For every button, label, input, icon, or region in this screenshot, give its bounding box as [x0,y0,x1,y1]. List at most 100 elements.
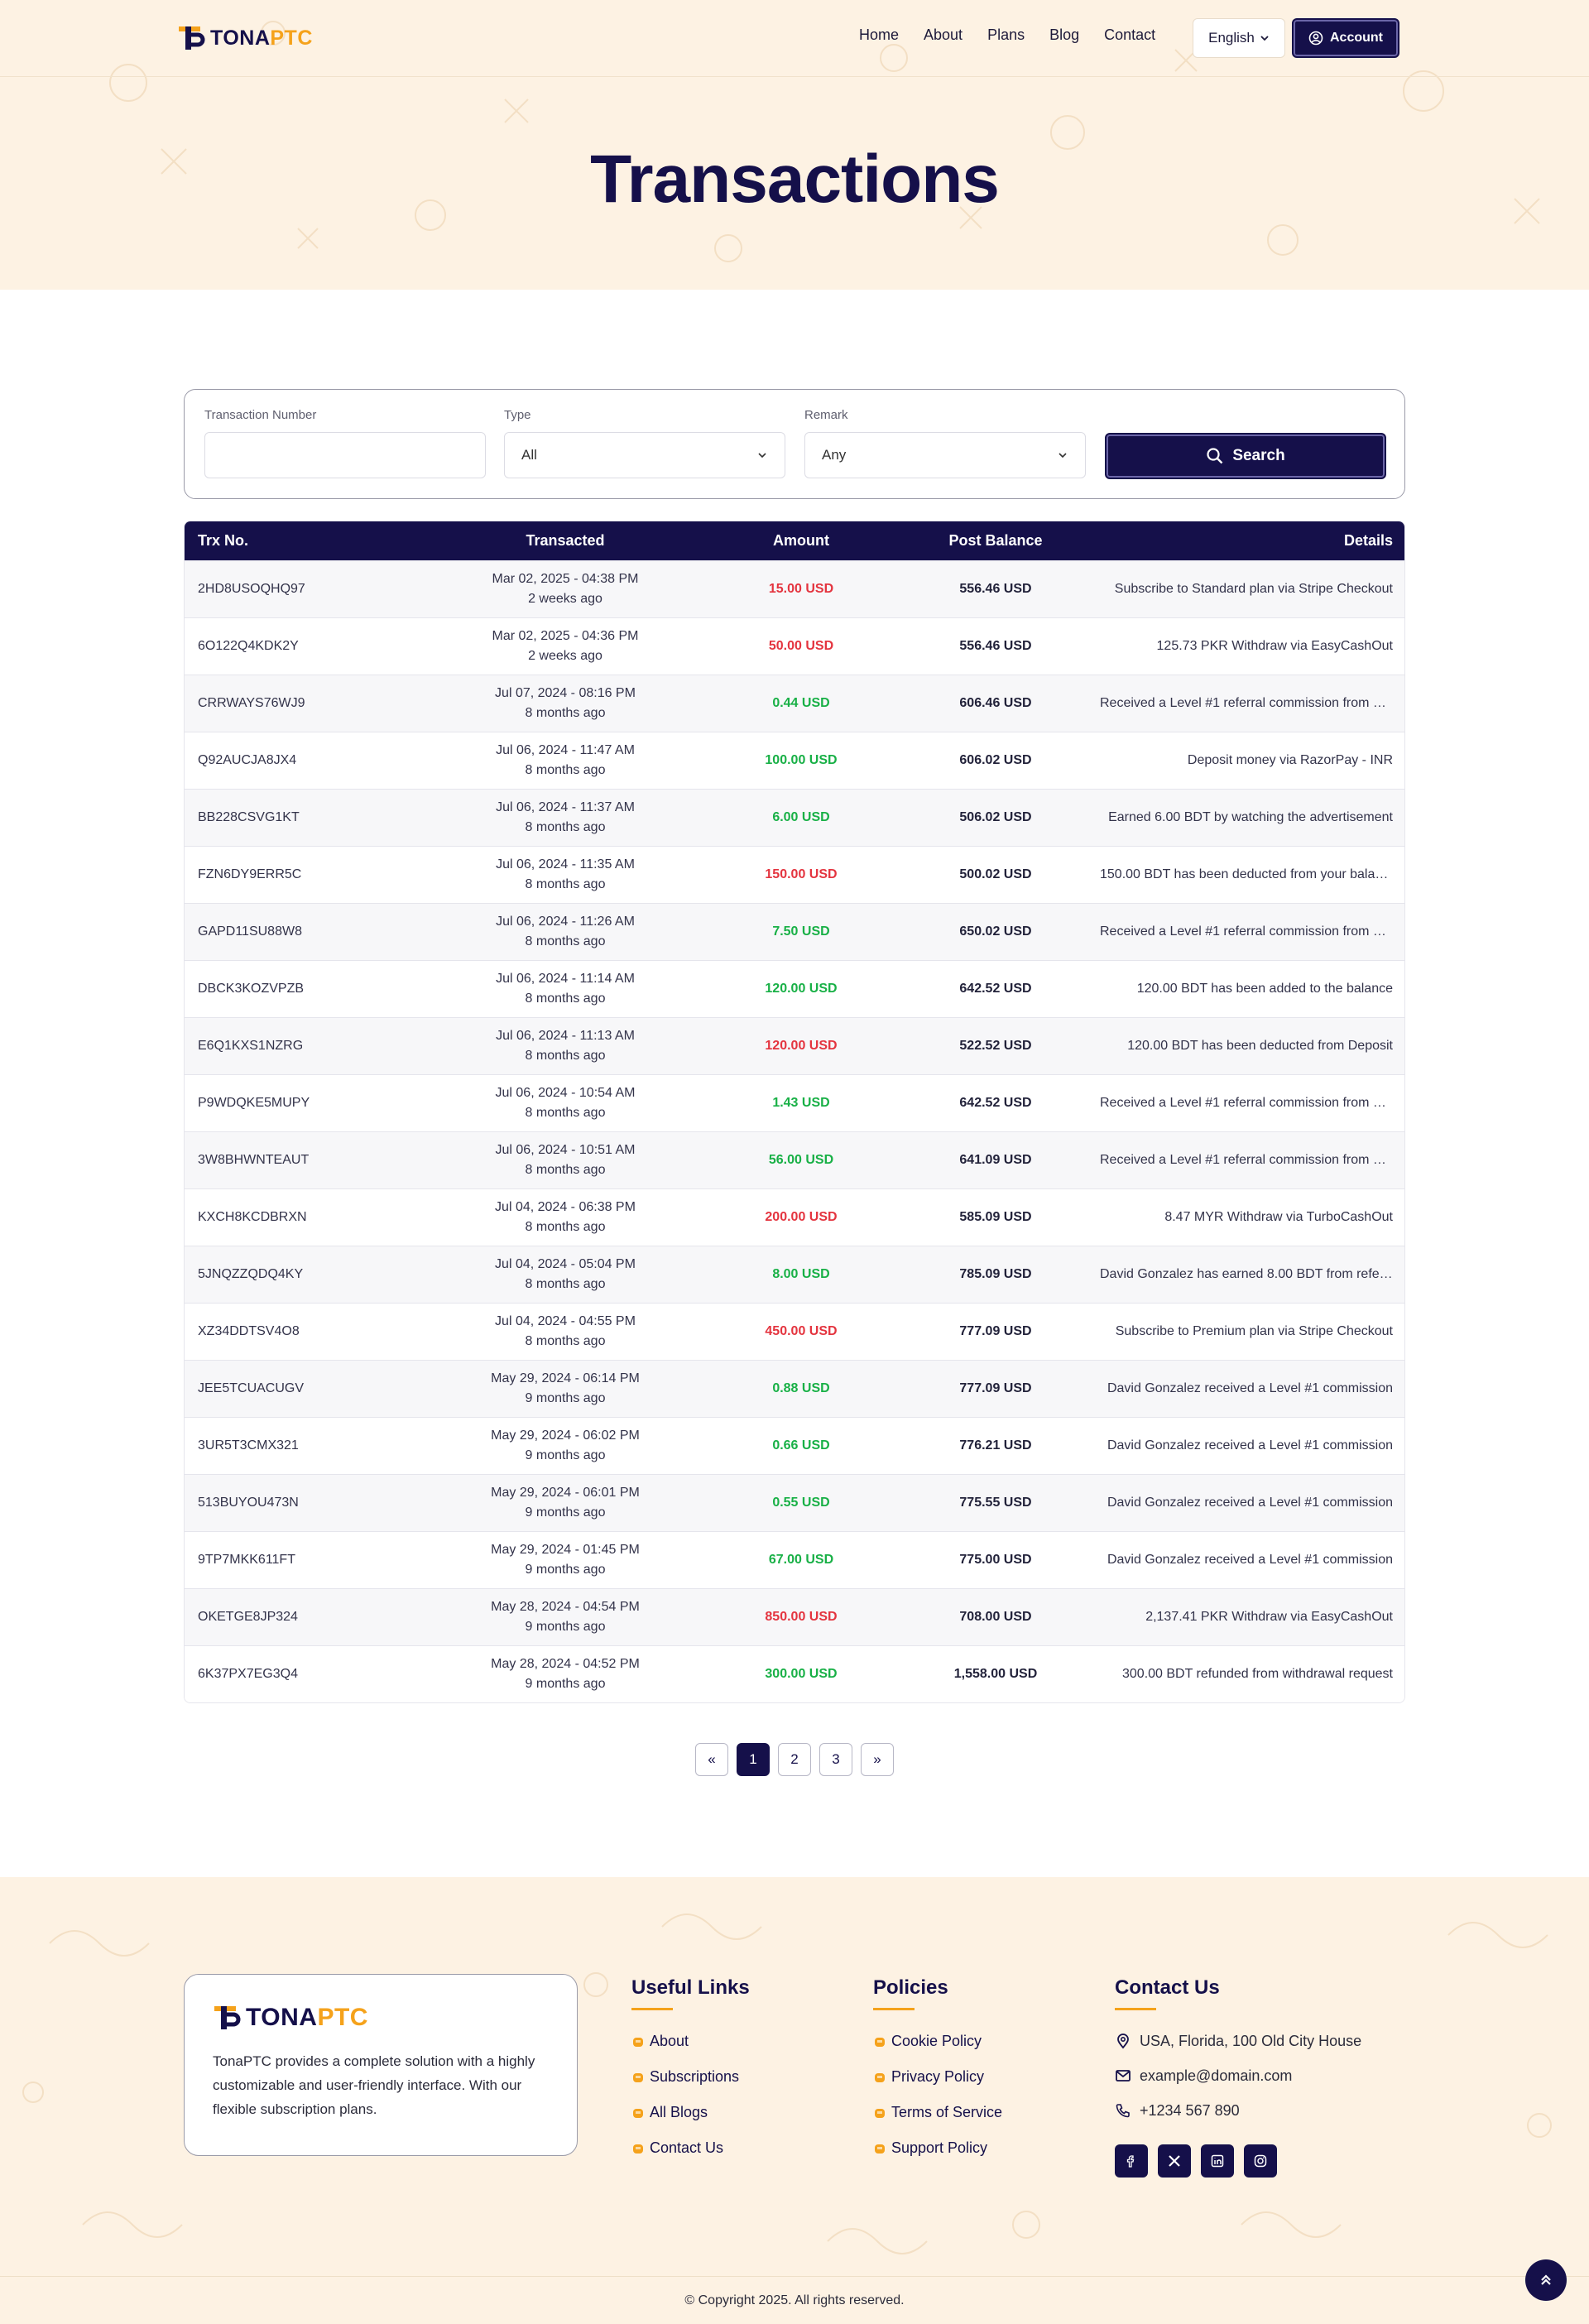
transacted-date: May 29, 2024 - 01:45 PM [491,1542,640,1557]
table-row: P9WDQKE5MUPY Jul 06, 2024 - 10:54 AM 8 mon… [185,1074,1404,1131]
post-balance: 585.09 USD [959,1209,1032,1224]
footer-link-terms[interactable]: Terms of Service [873,2095,1002,2130]
transacted-cell: May 29, 2024 - 01:45 PM 9 months ago [433,1531,698,1588]
contact-phone[interactable]: +1234 567 890 [1115,2093,1361,2128]
page-2[interactable]: 2 [778,1743,811,1776]
amount: 50.00 USD [768,638,834,653]
footer-link-subscriptions[interactable]: Subscriptions [631,2059,750,2095]
details: 120.00 BDT has been added to the balance [1136,981,1393,996]
nav-contact[interactable]: Contact [1104,26,1156,43]
nav-about[interactable]: About [924,26,963,43]
page-title: Transactions [590,142,1000,217]
table-row: XZ34DDTSV4O8 Jul 04, 2024 - 04:55 PM 8 mon… [185,1303,1404,1360]
user-circle-icon [1308,31,1323,46]
transacted-cell: May 28, 2024 - 04:54 PM 9 months ago [433,1588,698,1645]
remark-select[interactable]: Any [804,432,1086,478]
copyright-bar: © Copyright 2025. All rights reserved. [0,2276,1589,2324]
footer-link-all-blogs[interactable]: All Blogs [631,2095,750,2130]
nav-blog[interactable]: Blog [1049,26,1080,43]
logo-mark-icon [214,2006,241,2029]
footer-link-contact-us[interactable]: Contact Us [631,2130,750,2166]
amount: 150.00 USD [765,867,838,881]
transacted-ago: 9 months ago [525,1390,606,1405]
trx-number: OKETGE8JP324 [198,1609,298,1624]
table-row: 3W8BHWNTEAUT Jul 06, 2024 - 10:51 AM 8 mon… [185,1131,1404,1188]
type-group: Type All [504,408,785,478]
trx-number: 5JNQZZQDQ4KY [198,1266,304,1281]
brand-logo[interactable]: TONAPTC [177,23,313,53]
transacted-date: Jul 06, 2024 - 11:37 AM [496,799,635,814]
amount: 7.50 USD [772,924,830,939]
account-button[interactable]: Account [1292,18,1399,58]
transacted-cell: Jul 07, 2024 - 08:16 PM 8 months ago [433,675,698,732]
title-underline [873,2008,915,2010]
amount: 450.00 USD [765,1323,838,1338]
details: Received a Level #1 referral commission … [1100,1095,1399,1110]
details: Deposit money via RazorPay - INR [1187,752,1393,767]
header-transacted: Transacted [526,532,605,550]
footer-link-cookie-policy[interactable]: Cookie Policy [873,2024,1002,2059]
footer-link-support-policy[interactable]: Support Policy [873,2130,1002,2166]
transacted-ago: 8 months ago [525,1105,606,1120]
type-select[interactable]: All [504,432,785,478]
navbar: TONAPTC Home About Plans Blog Contact En… [0,0,1589,77]
post-balance: 775.55 USD [959,1495,1032,1510]
trx-number: 3UR5T3CMX321 [198,1438,299,1452]
nav-home[interactable]: Home [859,26,900,43]
transacted-date: May 28, 2024 - 04:54 PM [491,1599,640,1614]
trx-number: 3W8BHWNTEAUT [198,1152,310,1167]
post-balance: 642.52 USD [959,1095,1032,1110]
hand-point-icon [631,2106,645,2120]
transacted-ago: 9 months ago [525,1676,606,1691]
transacted-date: Jul 04, 2024 - 05:04 PM [495,1256,636,1271]
x-icon[interactable] [1158,2144,1191,2178]
transacted-cell: Mar 02, 2025 - 04:36 PM 2 weeks ago [433,617,698,675]
instagram-icon[interactable] [1244,2144,1277,2178]
useful-links-title: Useful Links [631,1976,750,1999]
mail-icon [1116,2070,1131,2082]
footer-link-privacy-policy[interactable]: Privacy Policy [873,2059,1002,2095]
footer-logo[interactable]: TONAPTC [213,2003,549,2033]
contact-email[interactable]: example@domain.com [1115,2058,1361,2093]
footer-about-card: TONAPTC TonaPTC provides a complete solu… [184,1974,578,2156]
post-balance: 500.02 USD [959,867,1032,881]
pagination-prev[interactable]: « [695,1743,728,1776]
post-balance: 776.21 USD [959,1438,1032,1452]
post-balance: 777.09 USD [959,1380,1032,1395]
pagination-next[interactable]: » [861,1743,894,1776]
amount: 0.88 USD [772,1380,830,1395]
hand-point-icon [873,2035,886,2048]
amount: 0.55 USD [772,1495,830,1510]
footer-link-about[interactable]: About [631,2024,750,2059]
chevrons-up-icon [1541,2274,1551,2285]
language-select[interactable]: English [1193,18,1285,58]
search-button[interactable]: Search [1105,433,1386,479]
trx-number: BB228CSVG1KT [198,809,300,824]
trx-number-input[interactable] [204,432,486,478]
post-balance: 522.52 USD [959,1038,1032,1053]
details: Earned 6.00 BDT by watching the advertis… [1108,809,1393,824]
table-row: Q92AUCJA8JX4 Jul 06, 2024 - 11:47 AM 8 mon… [185,732,1404,789]
transacted-cell: Mar 02, 2025 - 04:38 PM 2 weeks ago [433,560,698,617]
page-3[interactable]: 3 [819,1743,852,1776]
details: 2,137.41 PKR Withdraw via EasyCashOut [1145,1609,1393,1624]
transacted-cell: Jul 06, 2024 - 11:14 AM 8 months ago [433,960,698,1017]
amount: 120.00 USD [765,981,838,996]
transacted-ago: 9 months ago [525,1448,606,1462]
trx-number-group: Transaction Number [204,408,486,478]
nav-plans[interactable]: Plans [987,26,1025,43]
transacted-cell: Jul 06, 2024 - 10:54 AM 8 months ago [433,1074,698,1131]
footer-about-text: TonaPTC provides a complete solution wit… [213,2053,535,2117]
transacted-ago: 8 months ago [525,1162,606,1177]
transacted-date: Jul 04, 2024 - 04:55 PM [495,1313,636,1328]
amount: 0.66 USD [772,1438,830,1452]
page-1[interactable]: 1 [737,1743,770,1776]
scroll-to-top-button[interactable] [1525,2259,1567,2301]
linkedin-icon[interactable] [1201,2144,1234,2178]
facebook-icon[interactable] [1115,2144,1148,2178]
details: 300.00 BDT refunded from withdrawal requ… [1122,1666,1393,1681]
table-row: 9TP7MKK611FT May 29, 2024 - 01:45 PM 9 mon… [185,1531,1404,1588]
table-row: 3UR5T3CMX321 May 29, 2024 - 06:02 PM 9 mon… [185,1417,1404,1474]
trx-number: 6O122Q4KDK2Y [198,638,299,653]
transacted-date: Jul 07, 2024 - 08:16 PM [495,685,636,700]
